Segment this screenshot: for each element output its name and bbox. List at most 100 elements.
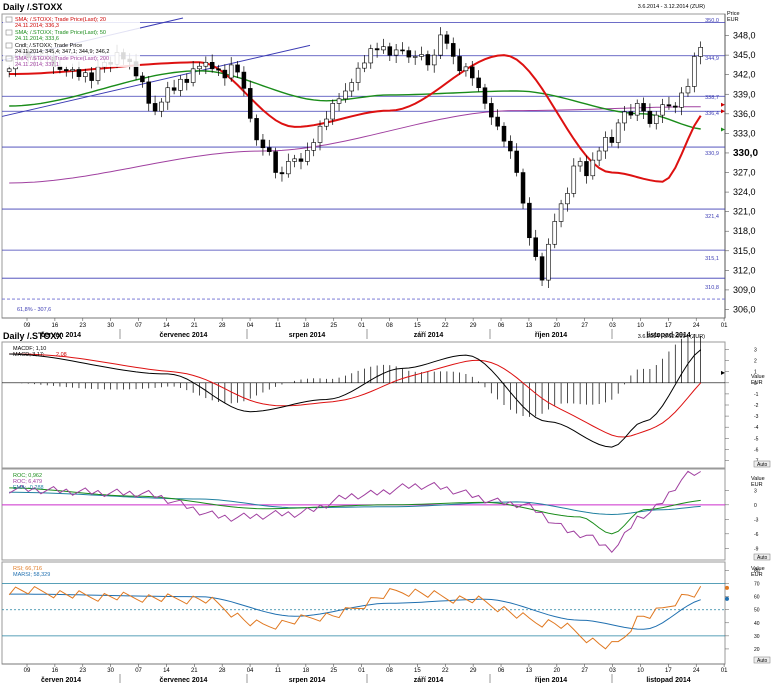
y-tick-label: -5 [754,436,759,442]
x-day-label: 07 [135,323,142,329]
x-day-label: 24 [693,323,700,329]
roc-line-green [9,487,701,535]
candle-down [527,202,532,239]
roc-currency-label: EUR [751,482,763,488]
rsi-panel-frame [1,561,726,665]
price-tick-label: 333,0 [733,128,756,138]
x-day-label: 13 [526,323,533,329]
x-day-label: 20 [553,668,560,674]
candle-up [381,46,386,51]
x-month-label: listopad 2014 [646,332,690,339]
rsi-legend-2: MARSI; 58,329 [13,572,50,578]
price-tick-label: 348,0 [733,31,756,41]
x-day-label: 14 [163,323,170,329]
candle-down [508,140,513,152]
candle-up [228,64,234,79]
candle-down [470,66,475,79]
roc-legend: ROC; 0,962 ROC; 6,479 EMA; -0,288 [13,473,44,491]
candle-up [698,47,703,57]
candle-up [343,90,348,100]
candle-down [539,256,545,281]
price-tick-label: 339,0 [733,89,756,99]
candle-up [634,103,640,116]
price-tick-label: 345,0 [733,50,756,60]
candle-up [330,103,335,120]
price-axis-ticks: 306,0 309,0 312,0 315,0 318,0 321,0 324,0 327,0… [725,31,758,314]
rsi-auto-button[interactable] [753,656,771,664]
price-tick-label: 330,0 [733,148,758,159]
candle-up [83,72,88,77]
candle-down [673,105,678,108]
candle-down [171,87,177,91]
support-resistance-levels: 350,0 344,9 338,7 336,4 330,9 321,4 315,… [2,18,725,313]
macd-panel-frame [1,341,726,469]
x-day-label: 01 [358,323,365,329]
y-tick-label: 0 [754,381,757,387]
x-month-label: září 2014 [414,677,444,683]
x-day-label: 01 [358,668,365,674]
y-tick-label: -4 [754,425,759,431]
candle-up [349,82,355,92]
roc-auto-label: Auto [757,555,768,561]
x-day-label: 25 [330,668,337,674]
candle-down [76,69,82,77]
legend-toggle-sma20[interactable] [5,16,13,23]
candle-down [209,62,215,70]
x-day-label: 30 [107,323,114,329]
y-tick-label: -3 [754,414,759,420]
candle-up [419,54,424,57]
x-day-label: 23 [79,668,86,674]
x-day-label: 07 [135,668,142,674]
marsi-line [9,593,701,630]
candle-down [146,81,152,104]
candle-down [425,54,431,66]
roc-auto-button[interactable] [753,553,771,561]
x-day-label: 21 [191,668,198,674]
macd-auto-button[interactable] [753,460,771,468]
sma50-line [9,70,701,130]
x-day-label: 30 [107,668,114,674]
candle-up [438,34,443,56]
y-tick-label: 3 [754,488,757,494]
candle-down [279,172,285,175]
x-day-label: 21 [191,323,198,329]
x-day-label: 20 [553,323,560,329]
x-day-label: 29 [470,668,477,674]
x-day-label: 22 [442,323,449,329]
candle-up [393,49,399,56]
x-day-label: 16 [52,323,59,329]
level-label-311: 310,8 [705,285,719,291]
x-month-label: říjen 2014 [535,332,567,339]
x-day-label: 14 [163,668,170,674]
legend-sma20-value: 24.11.2014; 336,3 [15,23,59,29]
level-label-336: 336,4 [705,111,719,117]
x-day-label: 04 [247,668,254,674]
x-month-label: červenec 2014 [160,677,208,683]
x-day-label: 06 [498,323,505,329]
y-tick-label: 60 [754,595,760,601]
price-tick-label: 336,0 [733,109,756,119]
x-day-label: 29 [470,323,477,329]
legend-toggle-sma200[interactable] [5,55,13,62]
y-tick-label: -6 [754,532,759,538]
x-day-label: 17 [665,323,672,329]
y-tick-label: -3 [754,517,759,523]
y-tick-label: 3 [754,348,757,354]
x-day-label: 15 [414,668,421,674]
level-label-321: 321,4 [705,214,719,220]
y-tick-label: -6 [754,447,759,453]
rsi-legend-1: RSI; 66,716 [13,566,42,572]
candle-down [489,103,494,118]
current-price-marker [721,109,725,114]
x-month-label: září 2014 [414,332,444,339]
candle-down [254,118,259,141]
x-day-label: 18 [303,668,310,674]
legend-toggle-candle[interactable] [5,42,13,49]
candle-down [495,116,500,127]
legend-toggle-sma50[interactable] [5,29,13,36]
candle-down [247,88,253,119]
candle-down [267,147,272,152]
x-day-label: 22 [442,668,449,674]
y-tick-label: 0 [754,503,757,509]
y-tick-label: 50 [754,608,760,614]
